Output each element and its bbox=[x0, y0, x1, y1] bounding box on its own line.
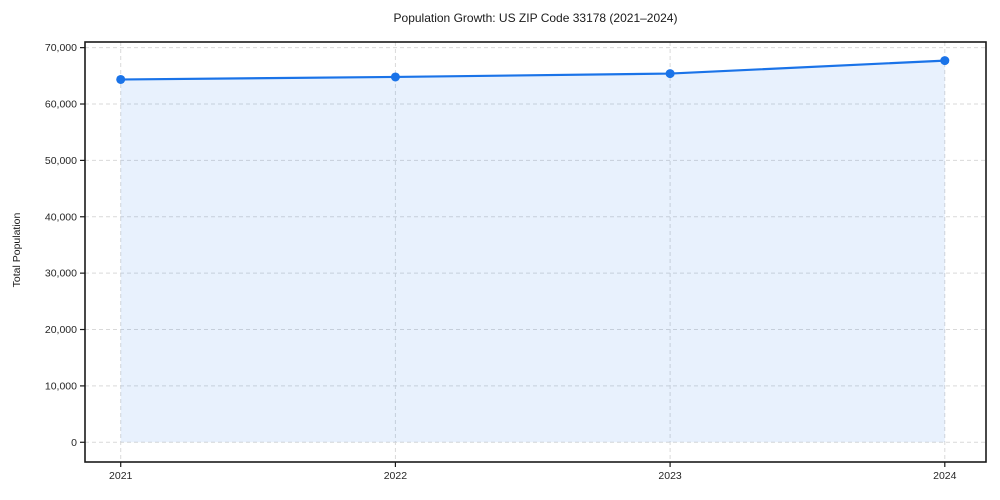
x-tick-label: 2023 bbox=[658, 470, 682, 482]
x-tick-label: 2024 bbox=[933, 470, 957, 482]
y-tick-label: 60,000 bbox=[45, 99, 77, 111]
y-tick-label: 30,000 bbox=[45, 268, 77, 280]
y-tick-label: 20,000 bbox=[45, 324, 77, 336]
chart-title: Population Growth: US ZIP Code 33178 (20… bbox=[393, 11, 678, 25]
data-point-2022 bbox=[390, 72, 400, 82]
y-tick-label: 40,000 bbox=[45, 211, 77, 223]
data-point-2021 bbox=[116, 74, 126, 84]
data-point-2023 bbox=[665, 69, 675, 79]
y-tick-label: 50,000 bbox=[45, 155, 77, 167]
x-tick-label: 2021 bbox=[109, 470, 133, 482]
y-axis-label: Total Population bbox=[11, 212, 23, 288]
series-line bbox=[119, 59, 946, 81]
x-tick-label: 2022 bbox=[384, 470, 408, 482]
area-fill bbox=[120, 60, 945, 443]
y-tick-label: 70,000 bbox=[45, 42, 77, 54]
plot-frame bbox=[84, 41, 987, 463]
y-tick-label: 0 bbox=[71, 437, 77, 449]
y-tick-label: 10,000 bbox=[45, 380, 77, 392]
data-point-2024 bbox=[940, 56, 950, 66]
